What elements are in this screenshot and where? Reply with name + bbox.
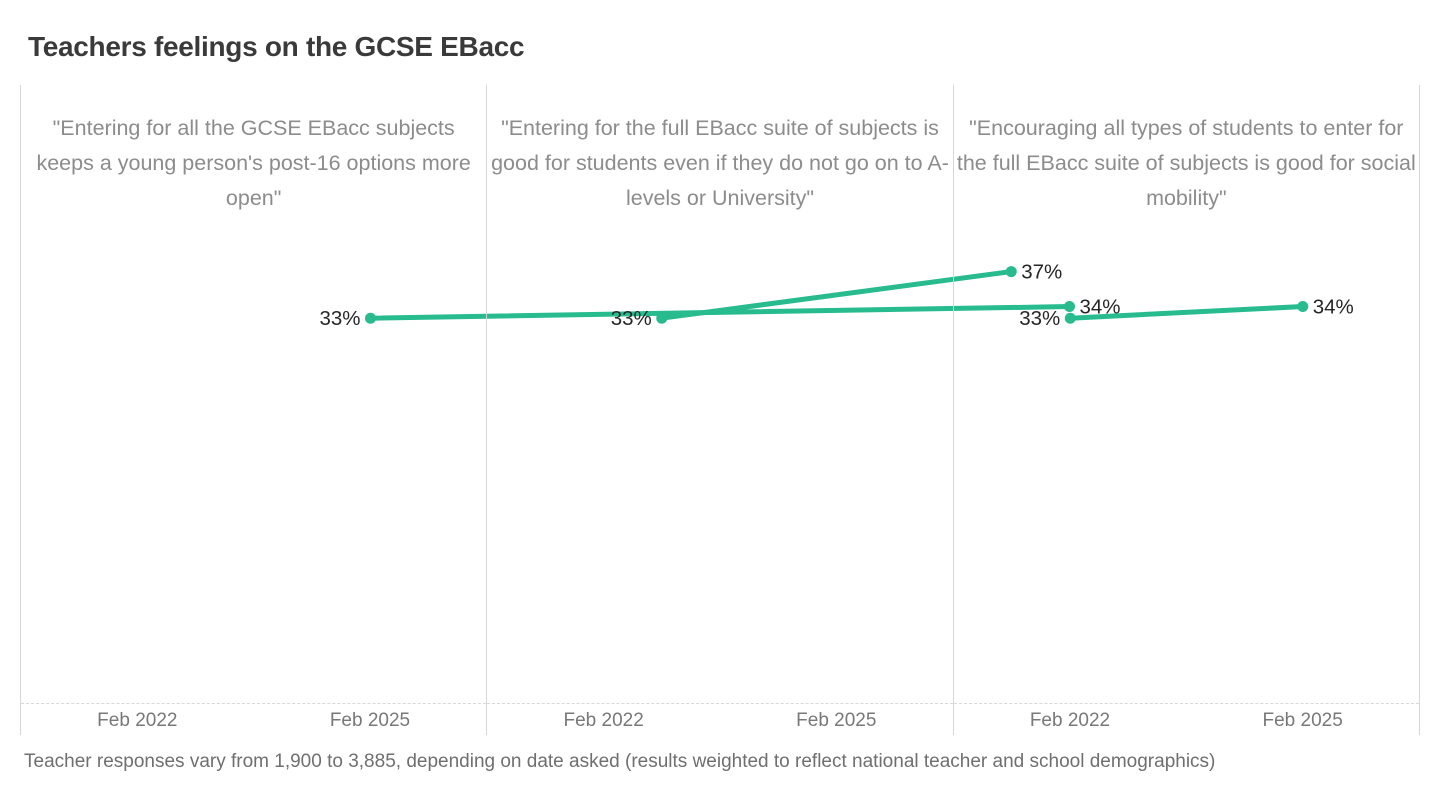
facet-panel: "Entering for all the GCSE EBacc subject… — [20, 85, 1121, 735]
data-point — [1064, 301, 1075, 313]
facet-panel: "Encouraging all types of students to en… — [952, 85, 1420, 735]
data-point — [1006, 266, 1018, 278]
x-tick-label: Feb 2022 — [1029, 710, 1111, 731]
footnote: Teacher responses vary from 1,900 to 3,8… — [24, 751, 1216, 772]
chart-title: Teachers feelings on the GCSE EBacc — [28, 31, 525, 62]
data-point-label: 33% — [1019, 307, 1060, 330]
data-point-label: 33% — [319, 307, 360, 330]
facet-subtitle: "Entering for the full EBacc suite of su… — [491, 116, 949, 210]
x-tick-label: Feb 2025 — [796, 710, 877, 731]
data-point — [1296, 301, 1308, 313]
x-axis-baseline — [21, 703, 487, 704]
trend-line — [1067, 304, 1305, 321]
x-axis-baseline — [487, 703, 953, 704]
x-axis-baseline — [953, 703, 1419, 704]
facet-panel: "Entering for the full EBacc suite of su… — [486, 85, 1063, 735]
x-tick-label: Feb 2022 — [563, 710, 644, 731]
data-point-label: 34% — [1312, 296, 1353, 319]
data-point-label: 37% — [1022, 261, 1063, 284]
data-point-label: 33% — [611, 307, 652, 330]
data-point — [1064, 312, 1076, 324]
facet-subtitle: "Entering for all the GCSE EBacc subject… — [36, 116, 471, 210]
x-tick-label: Feb 2025 — [329, 710, 411, 731]
x-tick-label: Feb 2022 — [97, 710, 178, 731]
facet-plot: 33% 34% — [1019, 296, 1354, 331]
data-point-label: 34% — [1080, 296, 1121, 319]
data-point — [656, 312, 668, 324]
x-tick-label: Feb 2025 — [1262, 710, 1343, 731]
data-point — [365, 312, 376, 324]
faceted-line-chart: "Entering for all the GCSE EBacc subject… — [20, 85, 1420, 735]
facet-subtitle: "Encouraging all types of students to en… — [956, 116, 1416, 210]
